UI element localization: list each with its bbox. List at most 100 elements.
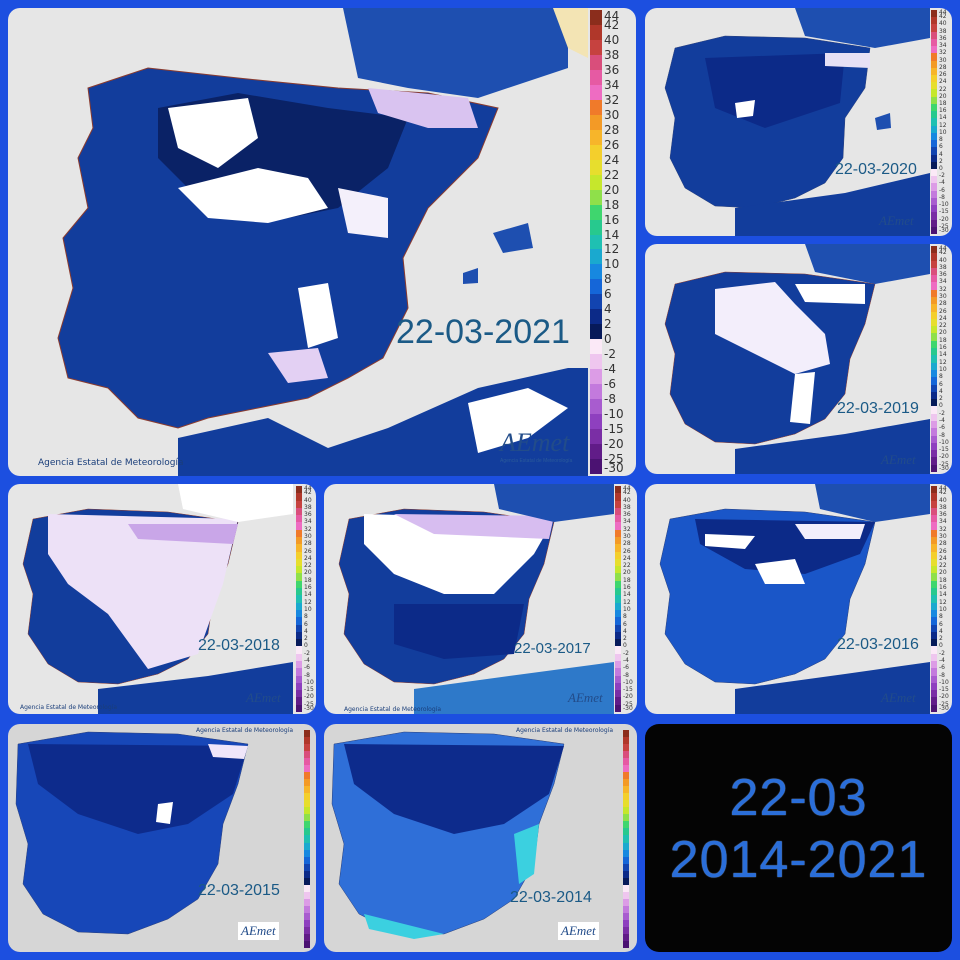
legend-swatch xyxy=(590,264,602,280)
legend-swatch xyxy=(931,246,937,254)
legend-tick-label: 44 xyxy=(939,9,947,16)
panel-date-2020: 22-03-2020 xyxy=(835,161,917,178)
legend-tick-label: 14 xyxy=(623,591,631,599)
legend-tick-label: -4 xyxy=(304,656,310,664)
legend-swatch xyxy=(931,660,937,669)
legend-tick-label: 16 xyxy=(939,344,947,352)
legend-tick-label: 0 xyxy=(939,402,943,410)
legend-swatch xyxy=(931,154,937,163)
legend-swatch xyxy=(296,631,302,640)
legend-swatch xyxy=(931,551,937,560)
summary-panel: 22-03 2014-2021 xyxy=(645,724,952,952)
legend-tick-label: 34 xyxy=(939,518,947,526)
legend-swatch xyxy=(296,646,302,655)
legend-tick-label: 12 xyxy=(939,121,947,129)
legend-swatch xyxy=(623,786,629,794)
legend-swatch xyxy=(623,758,629,766)
legend-tick-label: -20 xyxy=(623,693,633,701)
legend-tick-label: 0 xyxy=(939,642,943,650)
legend-tick-label: 38 xyxy=(939,27,947,35)
temperature-legend: 44 42 40 38 36 34 32 30 28 26 24 22 20 18 16 14 12 10 8 6 4 2… xyxy=(590,10,634,475)
legend-swatch xyxy=(931,260,937,269)
legend-tick-label: 16 xyxy=(304,584,312,592)
legend-tick-label: 36 xyxy=(939,511,947,519)
legend-swatch xyxy=(931,67,937,76)
legend-tick-label: 30 xyxy=(623,533,631,541)
legend-swatch xyxy=(615,558,621,567)
legend-swatch xyxy=(304,828,310,836)
legend-tick-label: 18 xyxy=(623,576,631,584)
legend-swatch xyxy=(931,82,937,90)
legend-swatch xyxy=(590,399,602,415)
legend-tick-label: 2 xyxy=(939,157,943,165)
legend-swatch xyxy=(623,765,629,773)
legend-tick-label: 36 xyxy=(604,62,620,77)
legend-tick-label: -8 xyxy=(939,193,945,201)
legend-tick-label: 22 xyxy=(623,562,631,570)
legend-swatch xyxy=(931,297,937,305)
legend-tick-label: 40 xyxy=(623,496,631,504)
legend-tick-label: 4 xyxy=(939,387,943,395)
legend-swatch xyxy=(304,884,310,893)
legend-tick-label: 10 xyxy=(939,365,947,373)
legend-swatch xyxy=(931,537,937,545)
legend-tick-label: 42 xyxy=(939,249,947,257)
legend-tick-label: 34 xyxy=(939,42,947,50)
legend-swatch xyxy=(304,849,310,858)
legend-swatch xyxy=(931,675,937,684)
legend-swatch xyxy=(931,340,937,349)
legend-tick-label: 4 xyxy=(623,627,627,635)
legend-swatch xyxy=(931,176,937,184)
legend-swatch xyxy=(931,168,937,177)
legend-tick-label: -2 xyxy=(623,649,629,657)
legend-swatch xyxy=(931,377,937,385)
aemet-logo: AEmet xyxy=(238,922,279,940)
legend-tick-label: 18 xyxy=(604,197,620,212)
legend-tick-label: 24 xyxy=(939,78,947,86)
legend-swatch xyxy=(304,898,310,907)
legend-swatch xyxy=(931,318,937,327)
legend-tick-label: 8 xyxy=(939,613,943,621)
legend-swatch xyxy=(931,140,937,148)
legend-swatch xyxy=(931,580,937,589)
panel-date-2017: 22-03-2017 xyxy=(514,640,591,657)
legend-swatch xyxy=(931,132,937,141)
legend-tick-label: -10 xyxy=(939,201,949,209)
legend-swatch xyxy=(931,544,937,553)
legend-swatch xyxy=(304,856,310,865)
legend-swatch xyxy=(296,668,302,677)
legend-swatch xyxy=(931,588,937,596)
legend-swatch xyxy=(931,183,937,192)
map-panel-2015: Agencia Estatal de Meteorología 22-03-20… xyxy=(8,724,316,952)
legend-swatch xyxy=(623,751,629,759)
legend-swatch xyxy=(931,566,937,574)
legend-swatch xyxy=(590,249,602,265)
legend-swatch xyxy=(623,807,629,815)
legend-swatch xyxy=(623,863,629,872)
legend-tick-label: 28 xyxy=(939,300,947,308)
legend-tick-label: -30 xyxy=(604,461,624,475)
legend-swatch xyxy=(296,660,302,669)
legend-swatch xyxy=(590,354,602,370)
legend-tick-label: 28 xyxy=(304,540,312,548)
temperature-legend: 44 42 40 38 36 34 32 30 28 26 24 22 20 18 16 14 12 10 8 6 4 2… xyxy=(296,485,316,713)
legend-tick-label: 34 xyxy=(623,518,631,526)
legend-tick-label: 20 xyxy=(623,569,631,577)
logo-brand: AEmet xyxy=(879,213,914,228)
legend-tick-label: -6 xyxy=(304,664,310,672)
legend-swatch xyxy=(296,675,302,684)
legend-tick-label: 20 xyxy=(604,182,620,197)
legend-tick-label: 0 xyxy=(604,332,612,347)
legend-swatch xyxy=(590,10,602,26)
legend-tick-label: -10 xyxy=(623,678,633,686)
legend-swatch xyxy=(931,38,937,47)
legend-swatch xyxy=(615,690,621,698)
legend-swatch xyxy=(931,602,937,611)
legend-tick-label: -15 xyxy=(939,686,949,694)
legend-tick-label: -25 xyxy=(939,700,949,708)
legend-swatch xyxy=(931,457,937,466)
legend-tick-label: 14 xyxy=(604,227,620,242)
legend-tick-label: 22 xyxy=(939,85,947,93)
legend-swatch xyxy=(931,486,937,494)
legend-swatch xyxy=(623,884,629,893)
